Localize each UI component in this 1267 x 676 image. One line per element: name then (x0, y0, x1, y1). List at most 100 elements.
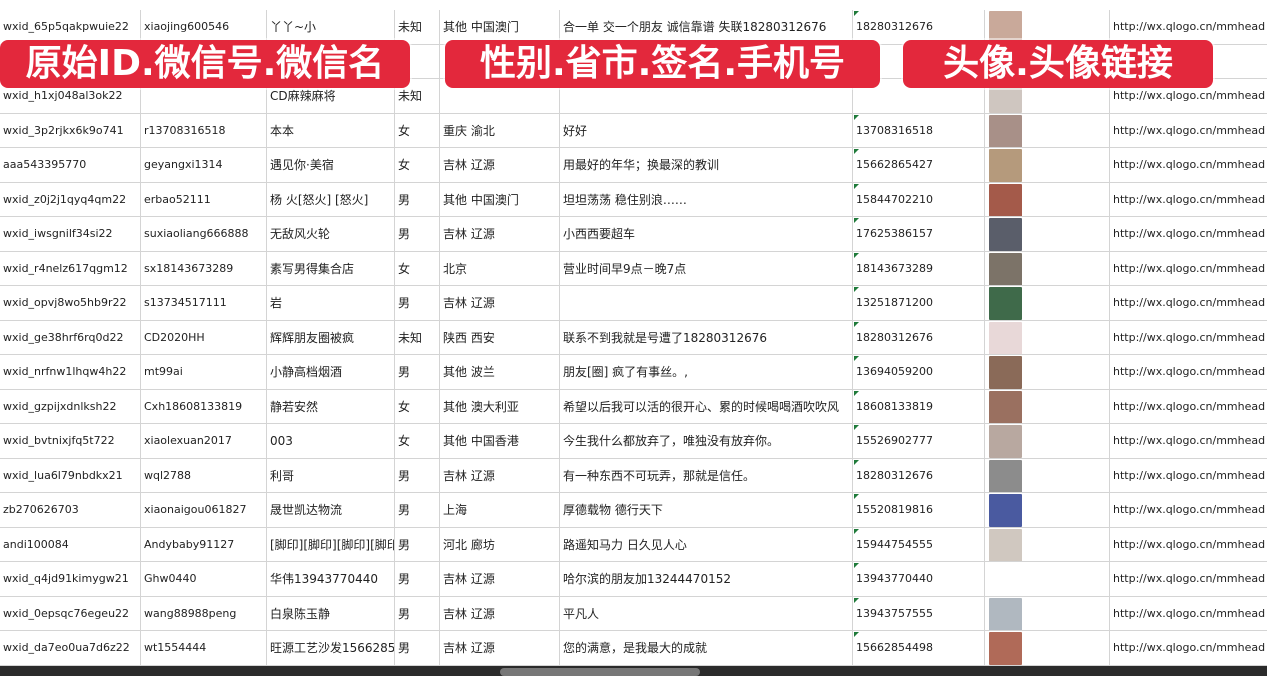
cell-wechat-id[interactable]: xiaonaigou061827 (141, 493, 267, 527)
cell-wechat-id[interactable]: r13708316518 (141, 113, 267, 147)
cell-avatar-url[interactable]: http://wx.qlogo.cn/mmhead (1110, 562, 1267, 596)
cell-wechat-name[interactable]: CD麻辣麻将 (267, 79, 395, 113)
cell-avatar-url[interactable]: http://wx.qlogo.cn/mmhead (1110, 10, 1267, 44)
cell-wechat-id[interactable]: Andybaby91127 (141, 527, 267, 561)
cell-original-id[interactable]: wxid_ge38hrf6rq0d22 (0, 320, 141, 354)
cell-avatar-url[interactable]: http://wx.qlogo.cn/mmhead (1110, 493, 1267, 527)
cell-avatar[interactable] (985, 424, 1110, 458)
cell-wechat-id[interactable]: sx18143673289 (141, 251, 267, 285)
cell-gender[interactable]: 女 (395, 424, 440, 458)
cell-region[interactable]: 重庆 渝北 (440, 113, 560, 147)
cell-signature[interactable]: 小西西要超车 (560, 217, 853, 251)
cell-region[interactable]: 陕西 西安 (440, 320, 560, 354)
cell-avatar-url[interactable]: http://wx.qlogo.cn/mmhead (1110, 631, 1267, 665)
cell-signature[interactable]: 今生我什么都放弃了，唯独没有放弃你。 (560, 424, 853, 458)
cell-avatar-url[interactable]: http://wx.qlogo.cn/mmhead (1110, 597, 1267, 631)
cell-phone[interactable]: 15944754555 (853, 527, 985, 561)
cell-phone[interactable]: 15662865427 (853, 148, 985, 182)
cell-region[interactable]: 其他 中国澳门 (440, 10, 560, 44)
cell-original-id[interactable]: zb270626703 (0, 493, 141, 527)
cell-original-id[interactable]: wxid_nrfnw1lhqw4h22 (0, 355, 141, 389)
cell-phone[interactable]: 17625386157 (853, 217, 985, 251)
cell-phone[interactable]: 13943770440 (853, 562, 985, 596)
cell-signature[interactable]: 路遥知马力 日久见人心 (560, 527, 853, 561)
cell-avatar-url[interactable]: http://wx.qlogo.cn/mmhead (1110, 459, 1267, 493)
cell-region[interactable]: 其他 中国澳门 (440, 182, 560, 216)
cell-phone[interactable]: 18280312676 (853, 320, 985, 354)
cell-region[interactable]: 其他 澳大利亚 (440, 389, 560, 423)
cell-avatar[interactable] (985, 148, 1110, 182)
cell-wechat-name[interactable]: 杨 火[怒火] [怒火] (267, 182, 395, 216)
cell-original-id[interactable]: wxid_0epsqc76egeu22 (0, 596, 141, 630)
cell-original-id[interactable]: wxid_bvtnixjfq5t722 (0, 424, 141, 458)
cell-gender[interactable]: 女 (395, 113, 440, 147)
cell-wechat-name[interactable]: [脚印][脚印][脚印][脚印] (267, 527, 395, 561)
cell-wechat-id[interactable]: mt99ai (141, 355, 267, 389)
cell-region[interactable]: 北京 (440, 251, 560, 285)
cell-region[interactable]: 其他 中国香港 (440, 424, 560, 458)
cell-signature[interactable]: 厚德载物 德行天下 (560, 493, 853, 527)
cell-signature[interactable] (560, 79, 853, 113)
cell-wechat-id[interactable] (141, 79, 267, 113)
cell-avatar[interactable] (985, 562, 1110, 596)
cell-avatar[interactable] (985, 458, 1110, 492)
cell-avatar-url[interactable]: http://wx.qlogo.cn/mmhead (1110, 528, 1267, 562)
cell-wechat-name[interactable]: 遇见你·美宿 (267, 148, 395, 182)
cell-signature[interactable]: 希望以后我可以活的很开心、累的时候喝喝酒吹吹风 (560, 389, 853, 423)
cell-signature[interactable]: 营业时间早9点－晚7点 (560, 251, 853, 285)
cell-avatar[interactable] (985, 355, 1110, 389)
cell-region[interactable]: 上海 (440, 493, 560, 527)
cell-avatar[interactable] (985, 10, 1110, 44)
cell-avatar[interactable] (985, 217, 1110, 251)
cell-wechat-name[interactable]: 利哥 (267, 458, 395, 492)
cell-phone[interactable] (853, 79, 985, 113)
cell-original-id[interactable]: wxid_q4jd91kimygw21 (0, 562, 141, 596)
cell-signature[interactable]: 哈尔滨的朋友加13244470152 (560, 562, 853, 596)
cell-region[interactable]: 吉林 辽源 (440, 562, 560, 596)
cell-region[interactable] (440, 79, 560, 113)
cell-original-id[interactable]: wxid_z0j2j1qyq4qm22 (0, 182, 141, 216)
cell-avatar[interactable] (985, 251, 1110, 285)
cell-gender[interactable]: 未知 (395, 79, 440, 113)
cell-phone[interactable]: 13694059200 (853, 355, 985, 389)
cell-wechat-id[interactable]: erbao52111 (141, 182, 267, 216)
cell-avatar[interactable] (985, 113, 1110, 147)
cell-gender[interactable]: 男 (395, 458, 440, 492)
cell-signature[interactable]: 用最好的年华；换最深的教训 (560, 148, 853, 182)
cell-wechat-name[interactable]: 晟世凯达物流 (267, 493, 395, 527)
cell-wechat-name[interactable]: 旺源工艺沙发15662854 (267, 631, 395, 665)
cell-phone[interactable]: 18143673289 (853, 251, 985, 285)
cell-avatar-url[interactable]: http://wx.qlogo.cn/mmhead (1110, 183, 1267, 217)
horizontal-scrollbar[interactable] (500, 668, 700, 676)
cell-wechat-id[interactable]: suxiaoliang666888 (141, 217, 267, 251)
cell-wechat-id[interactable]: s13734517111 (141, 286, 267, 320)
cell-phone[interactable]: 13251871200 (853, 286, 985, 320)
cell-region[interactable]: 河北 廊坊 (440, 527, 560, 561)
cell-gender[interactable]: 男 (395, 527, 440, 561)
cell-original-id[interactable]: wxid_r4nelz617qgm12 (0, 251, 141, 285)
cell-gender[interactable]: 男 (395, 286, 440, 320)
cell-gender[interactable]: 女 (395, 389, 440, 423)
cell-gender[interactable]: 男 (395, 631, 440, 665)
cell-gender[interactable]: 男 (395, 182, 440, 216)
cell-original-id[interactable]: andi100084 (0, 527, 141, 561)
cell-original-id[interactable]: wxid_h1xj048al3ok22 (0, 79, 141, 113)
cell-phone[interactable]: 18280312676 (853, 458, 985, 492)
cell-gender[interactable]: 男 (395, 596, 440, 630)
cell-wechat-name[interactable]: 白泉陈玉静 (267, 596, 395, 630)
cell-original-id[interactable]: wxid_3p2rjkx6k9o741 (0, 113, 141, 147)
cell-phone[interactable]: 18280312676 (853, 10, 985, 44)
cell-phone[interactable]: 15520819816 (853, 493, 985, 527)
cell-original-id[interactable]: wxid_65p5qakpwuie22 (0, 10, 141, 44)
cell-signature[interactable]: 平凡人 (560, 596, 853, 630)
cell-wechat-id[interactable]: wql2788 (141, 458, 267, 492)
cell-phone[interactable]: 13943757555 (853, 596, 985, 630)
cell-original-id[interactable]: wxid_lua6l79nbdkx21 (0, 458, 141, 492)
cell-avatar[interactable] (985, 320, 1110, 354)
cell-signature[interactable]: 朋友[圈] 疯了有事丝。, (560, 355, 853, 389)
cell-avatar-url[interactable]: http://wx.qlogo.cn/mmhead (1110, 217, 1267, 251)
cell-wechat-name[interactable]: 本本 (267, 113, 395, 147)
cell-avatar-url[interactable]: http://wx.qlogo.cn/mmhead (1110, 424, 1267, 458)
cell-avatar[interactable] (985, 631, 1110, 665)
cell-wechat-name[interactable]: 辉辉朋友圈被疯 (267, 320, 395, 354)
